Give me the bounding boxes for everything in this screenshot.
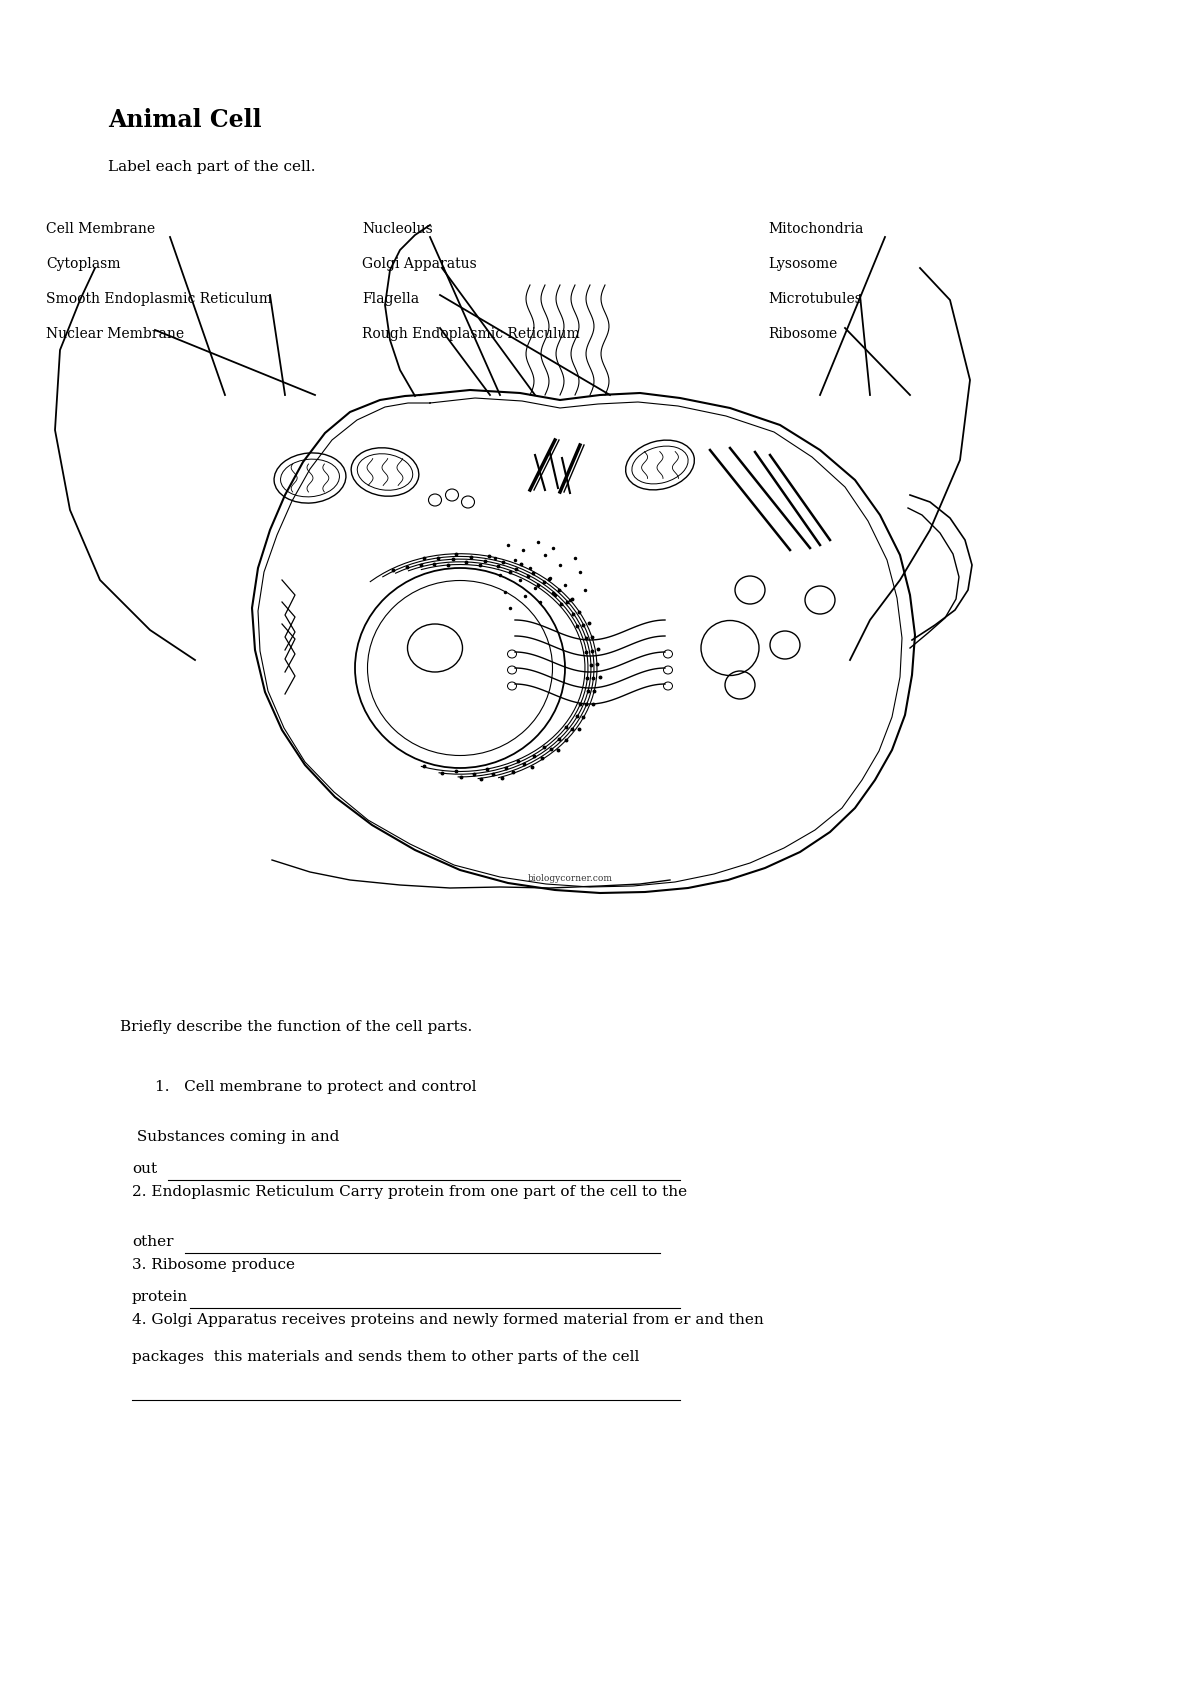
Text: packages  this materials and sends them to other parts of the cell: packages this materials and sends them t… bbox=[132, 1350, 640, 1363]
Text: Golgi Apparatus: Golgi Apparatus bbox=[362, 256, 476, 272]
Text: 4. Golgi Apparatus receives proteins and newly formed material from er and then: 4. Golgi Apparatus receives proteins and… bbox=[132, 1313, 763, 1328]
Text: 3. Ribosome produce: 3. Ribosome produce bbox=[132, 1258, 295, 1272]
Text: 2. Endoplasmic Reticulum Carry protein from one part of the cell to the: 2. Endoplasmic Reticulum Carry protein f… bbox=[132, 1185, 688, 1199]
Text: Animal Cell: Animal Cell bbox=[108, 109, 262, 132]
Text: Nucleolus: Nucleolus bbox=[362, 222, 433, 236]
Text: Rough Endoplasmic Reticulum: Rough Endoplasmic Reticulum bbox=[362, 328, 580, 341]
Text: Ribosome: Ribosome bbox=[768, 328, 838, 341]
Text: Lysosome: Lysosome bbox=[768, 256, 838, 272]
Text: Cytoplasm: Cytoplasm bbox=[46, 256, 120, 272]
Text: out: out bbox=[132, 1161, 157, 1177]
Text: Smooth Endoplasmic Reticulum: Smooth Endoplasmic Reticulum bbox=[46, 292, 272, 306]
Text: 1.   Cell membrane to protect and control: 1. Cell membrane to protect and control bbox=[155, 1080, 476, 1094]
Text: biologycorner.com: biologycorner.com bbox=[528, 873, 612, 883]
Text: Mitochondria: Mitochondria bbox=[768, 222, 863, 236]
Text: Label each part of the cell.: Label each part of the cell. bbox=[108, 160, 316, 173]
Text: Cell Membrane: Cell Membrane bbox=[46, 222, 155, 236]
Text: other: other bbox=[132, 1234, 174, 1250]
Text: protein: protein bbox=[132, 1290, 188, 1304]
Text: Nuclear Membrane: Nuclear Membrane bbox=[46, 328, 184, 341]
Text: Substances coming in and: Substances coming in and bbox=[132, 1129, 340, 1144]
Text: Flagella: Flagella bbox=[362, 292, 419, 306]
Text: Microtubules: Microtubules bbox=[768, 292, 862, 306]
Text: Briefly describe the function of the cell parts.: Briefly describe the function of the cel… bbox=[120, 1020, 473, 1034]
